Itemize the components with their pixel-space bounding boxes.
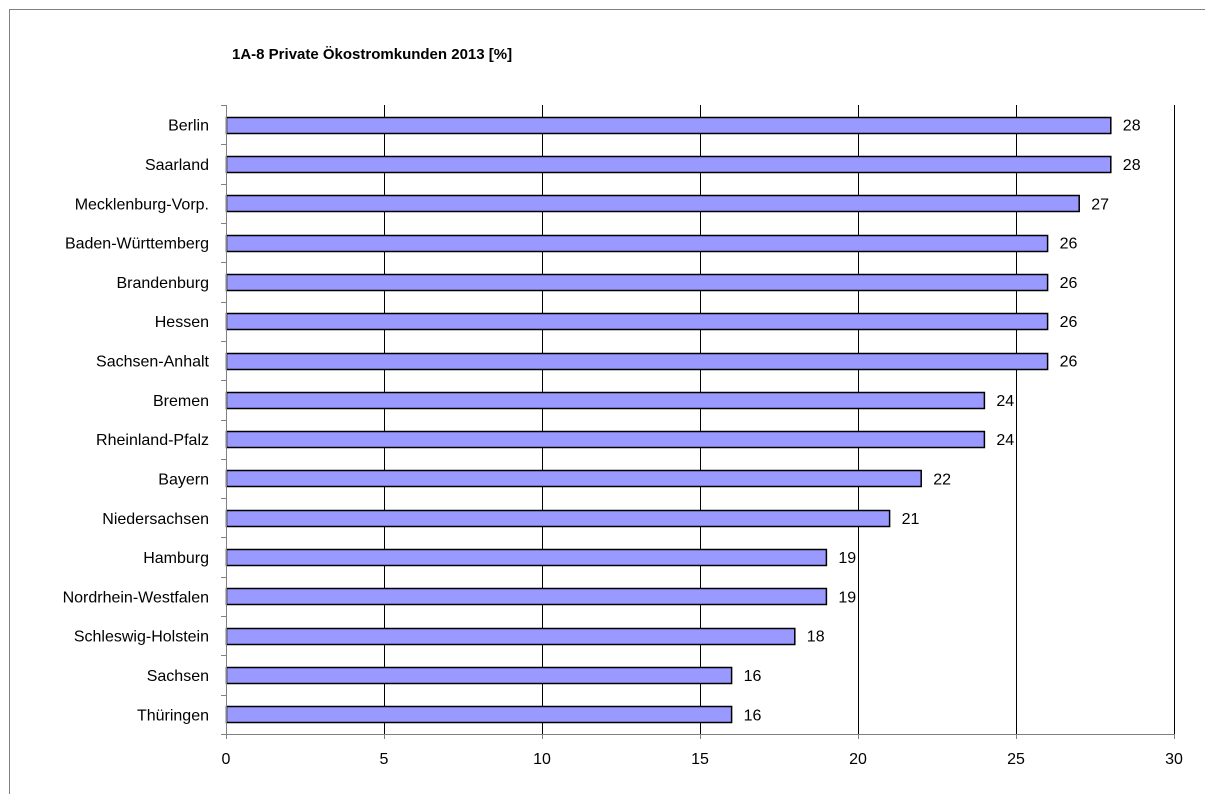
x-tick-label: 10 [533, 751, 551, 768]
value-label: 26 [1060, 236, 1078, 253]
category-label: Nordrhein-Westfalen [63, 589, 209, 606]
bar [225, 155, 1112, 174]
axes [221, 105, 1175, 739]
value-label: 26 [1060, 275, 1078, 292]
x-tick-label: 25 [1007, 751, 1025, 768]
bar [225, 430, 986, 449]
value-label: 16 [744, 668, 762, 685]
value-label: 28 [1123, 157, 1141, 174]
bar [225, 194, 1080, 213]
category-label: Berlin [168, 118, 209, 135]
category-label: Thüringen [137, 707, 209, 724]
bar [225, 116, 1112, 135]
bar [225, 509, 891, 528]
value-label: 26 [1060, 314, 1078, 331]
bar [225, 587, 828, 606]
value-label: 27 [1091, 196, 1109, 213]
bar [225, 548, 828, 567]
category-label: Bayern [158, 471, 209, 488]
x-tick-label: 0 [222, 751, 231, 768]
category-label: Schleswig-Holstein [74, 629, 209, 646]
bar [225, 705, 733, 724]
category-label: Bremen [153, 393, 209, 410]
x-tick-label: 5 [380, 751, 389, 768]
value-label: 24 [996, 393, 1014, 410]
bar [225, 391, 986, 410]
chart-title: 1A-8 Private Ökostromkunden 2013 [%] [232, 46, 513, 63]
chart-frame [9, 9, 1205, 794]
bars [225, 116, 1112, 724]
bar [225, 273, 1049, 292]
x-tick-label: 20 [849, 751, 867, 768]
category-label: Hamburg [143, 550, 209, 567]
category-label: Rheinland-Pfalz [96, 432, 209, 449]
bar [225, 352, 1049, 371]
category-label: Sachsen-Anhalt [96, 354, 210, 371]
value-label: 19 [838, 550, 856, 567]
category-label: Baden-Württemberg [65, 236, 209, 253]
labels: 28 Berlin 28 Saarland 27 Mecklenburg-Vorp. 26 B… [63, 118, 1183, 768]
bar [225, 469, 922, 488]
value-label: 16 [744, 707, 762, 724]
x-tick-label: 30 [1165, 751, 1183, 768]
x-tick-label: 15 [691, 751, 709, 768]
value-label: 22 [933, 471, 951, 488]
bar [225, 666, 733, 685]
bar [225, 312, 1049, 331]
category-label: Hessen [155, 314, 209, 331]
value-label: 21 [902, 511, 920, 528]
value-label: 28 [1123, 118, 1141, 135]
value-label: 26 [1060, 354, 1078, 371]
bar [225, 234, 1049, 253]
category-label: Saarland [145, 157, 209, 174]
value-label: 19 [838, 589, 856, 606]
category-label: Sachsen [147, 668, 209, 685]
value-label: 24 [996, 432, 1014, 449]
category-label: Niedersachsen [102, 511, 209, 528]
value-label: 18 [807, 629, 825, 646]
category-label: Mecklenburg-Vorp. [75, 196, 209, 213]
bar [225, 627, 796, 646]
category-label: Brandenburg [116, 275, 209, 292]
